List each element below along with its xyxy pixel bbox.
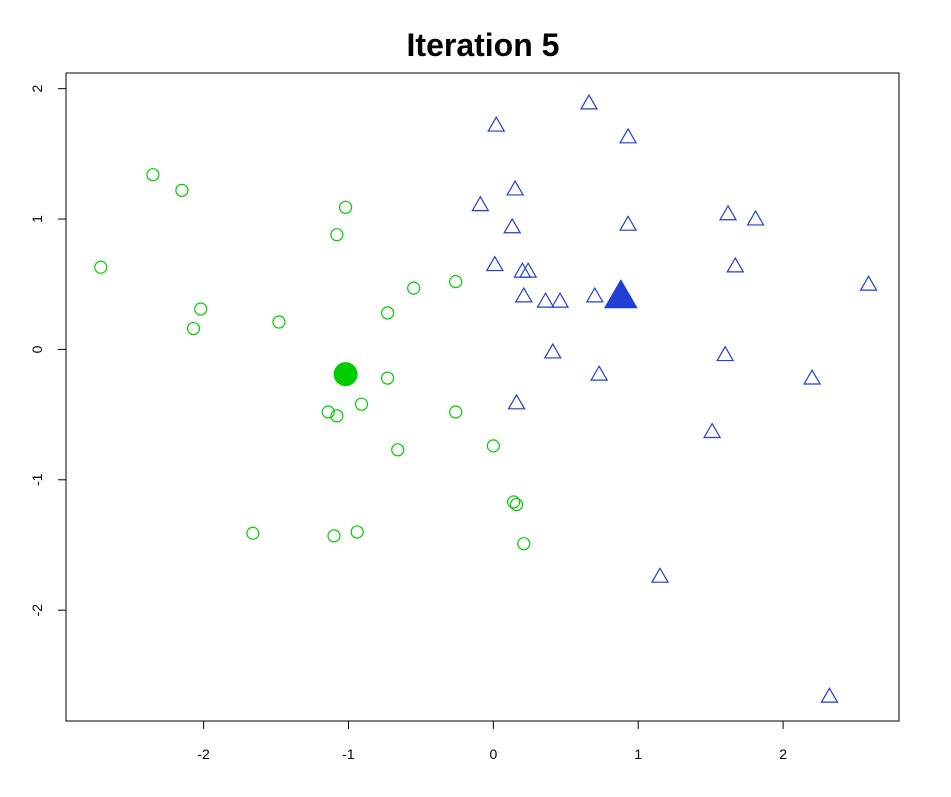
y-tick-label: 0 [29,345,45,353]
blue-triangle-point [519,262,538,278]
green-circle-point [509,497,524,512]
blue-triangle-point [716,345,735,362]
y-axis: -2 -1 0 1 2 [29,85,67,617]
x-tick-label: -2 [197,746,210,762]
y-tick-label: -1 [29,473,45,486]
green-circle-point [486,439,500,453]
green-circle-point [246,526,260,540]
green-circle-point [449,405,463,419]
blue-triangle-point [719,204,738,221]
green-circle-point [330,409,344,423]
blue-triangle-point [726,256,745,273]
green-circle-point [330,228,344,242]
green-circle-point [272,315,286,329]
x-tick-label: 1 [634,746,642,762]
blue-triangle-point [579,93,599,110]
green-circle-point [186,321,201,336]
blue-triangle-point [550,292,570,308]
blue-triangle-point [471,195,490,212]
y-tick-label: -2 [29,604,45,617]
blue-triangle-point [859,275,878,291]
blue-triangle-point [513,262,532,278]
green-circle-point [507,495,521,509]
green-circle-point [350,525,364,539]
green-circle-point [146,168,160,182]
green-circle-point [194,302,208,316]
green-circle-point [338,200,353,214]
green-circle-point [94,260,108,274]
x-axis: -2 -1 0 1 2 [197,720,787,762]
blue-triangle-point [585,286,604,303]
green-circle-point [407,281,421,295]
green-circle-point [175,183,189,197]
blue-triangle-point [619,215,638,231]
blue-triangle-point [803,368,822,385]
plot-frame [65,72,900,722]
green-centroid-point [333,362,358,387]
blue-triangle-point [507,393,526,410]
y-tick-label: 1 [29,215,45,223]
x-tick-label: 0 [489,746,497,762]
chart-title: Iteration 5 [407,27,560,63]
blue-triangle-point [487,116,506,132]
blue-triangle-point [590,365,609,381]
green-circle-point [381,371,395,385]
x-tick-label: -1 [342,746,355,762]
blue-triangle-point [506,179,525,196]
x-tick-label: 2 [779,746,787,762]
green-circle-point [517,537,531,551]
blue-centroid-point [603,279,638,309]
blue-triangle-point [746,209,765,226]
blue-triangle-point [543,342,562,359]
blue-triangle-point [485,255,504,272]
blue-triangle-point [619,127,638,144]
blue-triangle-point [536,292,555,308]
green-circle-point [391,443,405,457]
green-circle-point [381,306,395,320]
blue-triangle-point [650,567,670,583]
green-circle-point [449,275,463,289]
blue-triangle-point [820,687,839,703]
y-tick-label: 2 [29,85,45,93]
blue-triangle-point [514,286,533,303]
green-circle-point [327,529,341,543]
blue-triangle-point [703,422,722,439]
data-points [94,93,878,703]
blue-triangle-point [503,217,522,234]
green-circle-point [354,397,369,411]
green-circle-point [321,405,335,419]
